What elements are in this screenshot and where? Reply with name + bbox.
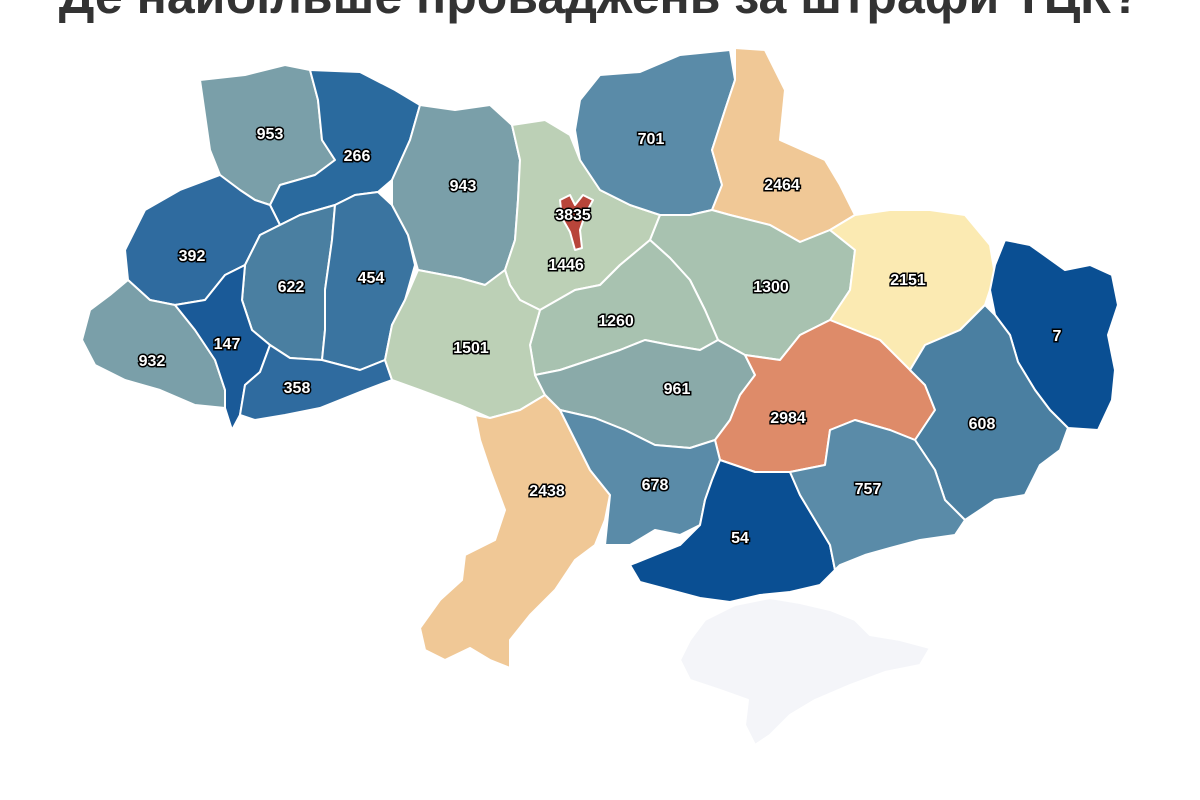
region-value-cherkasy: 1260: [598, 313, 634, 330]
region-value-volyn: 953: [257, 126, 284, 143]
region-zaporizhzhia[interactable]: [789, 419, 966, 571]
region-value-odesa: 2438: [529, 483, 565, 500]
region-value-vinnytsia: 1501: [453, 340, 489, 357]
region-value-poltava: 1300: [753, 279, 789, 296]
region-value-zakarpattia: 932: [139, 353, 166, 370]
region-value-zaporizhzhia: 757: [855, 481, 882, 498]
region-value-luhansk: 7: [1053, 328, 1062, 345]
region-value-mykolaiv: 678: [642, 477, 669, 494]
region-value-chernivtsi: 358: [284, 380, 311, 397]
region-value-ternopil: 622: [278, 279, 305, 296]
region-value-kherson: 54: [731, 530, 749, 547]
region-value-zhytomyr: 943: [450, 178, 477, 195]
region-value-kirovohrad: 961: [664, 381, 691, 398]
labels-layer: 953 266 392 622 454 932 147 358 943 1446 3835 701 24…: [137, 125, 1063, 549]
region-value-kharkiv: 2151: [890, 272, 926, 289]
region-value-sumy: 2464: [764, 177, 800, 194]
region-donetsk[interactable]: [909, 304, 1069, 521]
region-value-rivne: 266: [344, 148, 371, 165]
region-crimea[interactable]: [679, 597, 931, 746]
region-value-dnipropetrovsk: 2984: [770, 410, 806, 427]
region-kyiv-city[interactable]: [559, 194, 594, 251]
region-value-kyiv-city: 3835: [555, 207, 591, 224]
region-value-ivano-frankivsk: 147: [214, 336, 241, 353]
region-value-lviv: 392: [179, 248, 206, 265]
region-value-donetsk: 608: [969, 416, 996, 433]
region-value-chernihiv: 701: [638, 131, 665, 148]
region-value-khmelnytskyi: 454: [358, 270, 385, 287]
regions-layer: [81, 47, 1119, 746]
region-value-kyiv-oblast: 1446: [548, 257, 584, 274]
page-title: Де найбільше проваджень за штрафи ТЦК?: [0, 0, 1200, 26]
region-chernivtsi[interactable]: [239, 344, 393, 421]
